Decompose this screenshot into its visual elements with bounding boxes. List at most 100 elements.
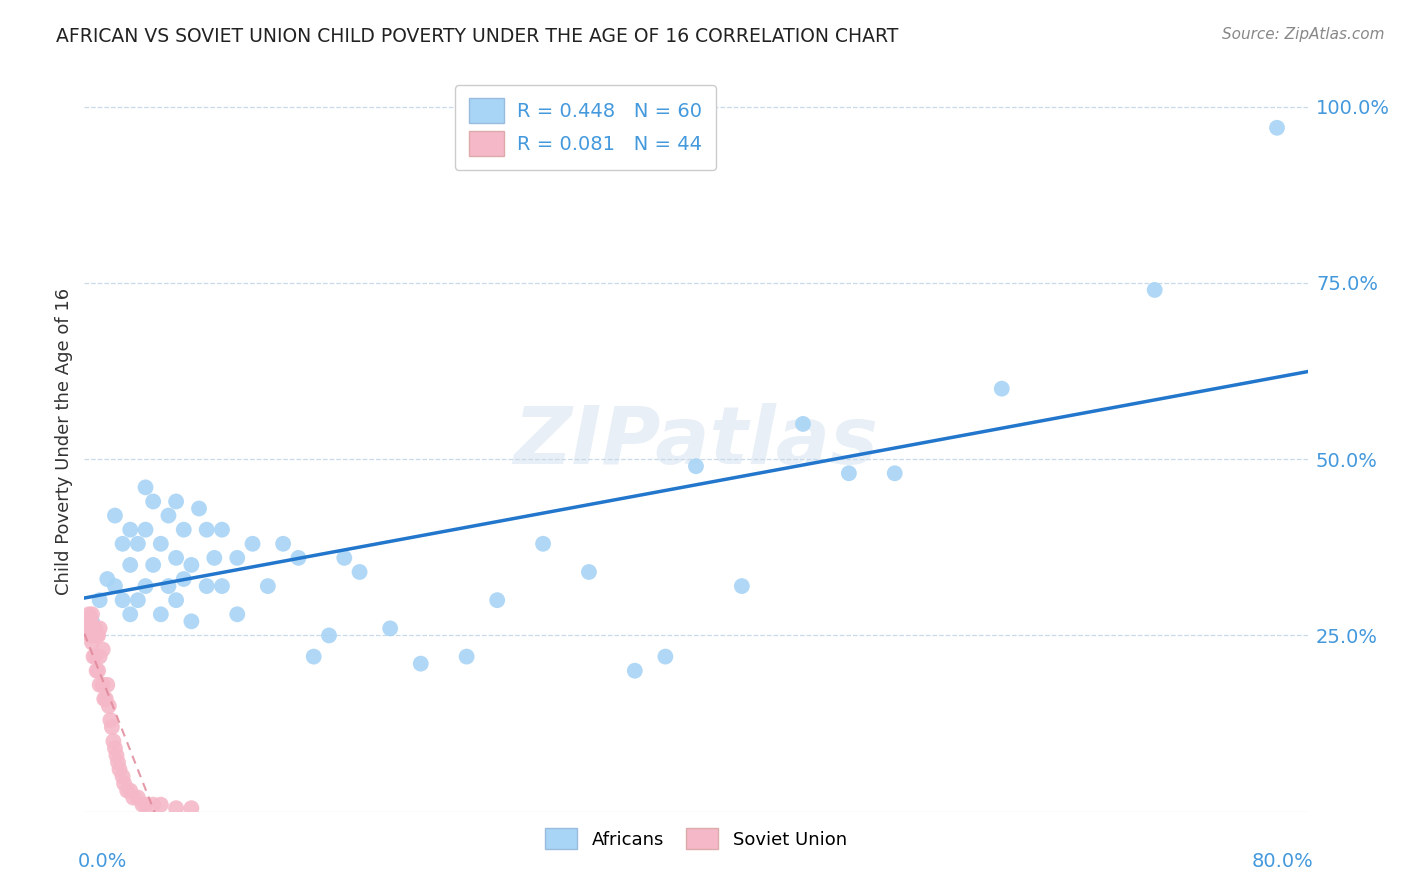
Text: AFRICAN VS SOVIET UNION CHILD POVERTY UNDER THE AGE OF 16 CORRELATION CHART: AFRICAN VS SOVIET UNION CHILD POVERTY UN… bbox=[56, 27, 898, 45]
Point bbox=[242, 537, 264, 551]
Point bbox=[84, 649, 107, 664]
Point bbox=[1143, 283, 1166, 297]
Point bbox=[91, 642, 114, 657]
Point bbox=[104, 508, 127, 523]
Point bbox=[142, 494, 165, 508]
Point bbox=[165, 593, 187, 607]
Point bbox=[578, 565, 600, 579]
Text: 0.0%: 0.0% bbox=[79, 853, 128, 871]
Point bbox=[120, 607, 142, 622]
Point bbox=[302, 649, 325, 664]
Point bbox=[107, 756, 129, 770]
Point bbox=[135, 797, 157, 812]
Point bbox=[1265, 120, 1288, 135]
Point bbox=[120, 523, 142, 537]
Point bbox=[226, 607, 249, 622]
Point bbox=[486, 593, 509, 607]
Point bbox=[157, 508, 180, 523]
Point bbox=[173, 523, 195, 537]
Point bbox=[80, 621, 103, 635]
Point bbox=[89, 678, 111, 692]
Point bbox=[111, 537, 134, 551]
Point bbox=[149, 797, 172, 812]
Point bbox=[142, 797, 165, 812]
Point bbox=[111, 593, 134, 607]
Point bbox=[149, 607, 172, 622]
Point bbox=[333, 550, 356, 565]
Point bbox=[135, 480, 157, 494]
Point bbox=[89, 593, 111, 607]
Point bbox=[792, 417, 814, 431]
Point bbox=[104, 579, 127, 593]
Point bbox=[838, 467, 860, 481]
Point bbox=[195, 523, 218, 537]
Point bbox=[101, 720, 124, 734]
Point bbox=[211, 579, 233, 593]
Point bbox=[409, 657, 432, 671]
Point bbox=[120, 558, 142, 572]
Point bbox=[531, 537, 554, 551]
Point bbox=[257, 579, 280, 593]
Point bbox=[180, 558, 202, 572]
Point bbox=[211, 523, 233, 537]
Point bbox=[318, 628, 340, 642]
Point bbox=[202, 550, 225, 565]
Point bbox=[77, 607, 100, 622]
Point bbox=[180, 801, 202, 815]
Point bbox=[105, 748, 128, 763]
Point bbox=[104, 741, 127, 756]
Point bbox=[157, 579, 180, 593]
Point bbox=[93, 692, 115, 706]
Point bbox=[127, 593, 149, 607]
Point bbox=[456, 649, 478, 664]
Point bbox=[349, 565, 371, 579]
Point bbox=[76, 621, 98, 635]
Point bbox=[111, 769, 134, 783]
Y-axis label: Child Poverty Under the Age of 16: Child Poverty Under the Age of 16 bbox=[55, 288, 73, 595]
Point bbox=[654, 649, 676, 664]
Point bbox=[91, 678, 114, 692]
Point bbox=[79, 615, 101, 629]
Point bbox=[96, 572, 118, 586]
Point bbox=[79, 628, 101, 642]
Point bbox=[87, 664, 110, 678]
Point bbox=[188, 501, 211, 516]
Point bbox=[142, 558, 165, 572]
Point bbox=[86, 664, 108, 678]
Point bbox=[86, 628, 108, 642]
Point bbox=[96, 678, 118, 692]
Point bbox=[131, 797, 153, 812]
Point bbox=[80, 607, 103, 622]
Point bbox=[731, 579, 754, 593]
Point bbox=[97, 698, 120, 713]
Point bbox=[122, 790, 145, 805]
Point bbox=[112, 776, 135, 790]
Point bbox=[883, 467, 905, 481]
Text: ZIPatlas: ZIPatlas bbox=[513, 402, 879, 481]
Point bbox=[624, 664, 647, 678]
Point bbox=[380, 621, 402, 635]
Point bbox=[135, 579, 157, 593]
Point bbox=[180, 615, 202, 629]
Point bbox=[287, 550, 309, 565]
Point bbox=[94, 692, 117, 706]
Point bbox=[89, 649, 111, 664]
Point bbox=[77, 615, 100, 629]
Point bbox=[89, 621, 111, 635]
Point bbox=[120, 783, 142, 797]
Point bbox=[87, 628, 110, 642]
Point bbox=[685, 459, 707, 474]
Point bbox=[271, 537, 294, 551]
Point bbox=[149, 537, 172, 551]
Point bbox=[84, 621, 107, 635]
Point bbox=[83, 621, 105, 635]
Point bbox=[98, 713, 121, 727]
Point bbox=[173, 572, 195, 586]
Point bbox=[135, 523, 157, 537]
Point bbox=[103, 734, 125, 748]
Text: 80.0%: 80.0% bbox=[1251, 853, 1313, 871]
Point bbox=[80, 635, 103, 649]
Point bbox=[165, 550, 187, 565]
Point bbox=[226, 550, 249, 565]
Point bbox=[108, 763, 131, 777]
